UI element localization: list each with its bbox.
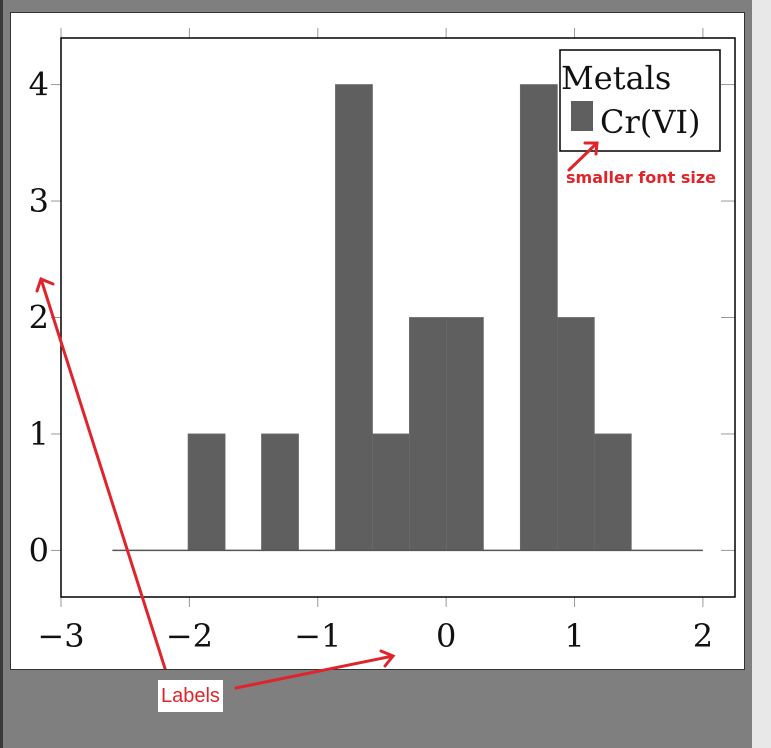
y-tick-label: 1	[29, 415, 49, 453]
y-tick-label: 4	[29, 66, 49, 104]
x-tick-labels: −3 −2 −1 0 1 2	[37, 617, 713, 655]
annotation-smaller-font-size: smaller font size	[566, 168, 716, 187]
annotation-labels: Labels	[158, 680, 223, 712]
chart-canvas: −3 −2 −1 0 1 2 0 1 2 3 4 Metals Cr(VI) smaller fo…	[10, 12, 745, 683]
histogram-bar	[187, 433, 226, 551]
histogram-bar	[445, 317, 484, 551]
histogram-bar	[372, 433, 410, 551]
scrollbar-track[interactable]	[752, 0, 771, 748]
annotation-arrow-legend	[567, 141, 599, 172]
histogram-bar	[593, 433, 632, 551]
tick-marks	[51, 28, 735, 607]
annotation-arrow-y-labels	[35, 276, 171, 683]
histogram-chart: −3 −2 −1 0 1 2 0 1 2 3 4 Metals Cr(VI) smaller fo…	[29, 28, 736, 683]
window-left-edge	[0, 0, 3, 748]
histogram-bars	[187, 84, 632, 551]
y-tick-labels: 0 1 2 3 4	[29, 66, 49, 570]
legend-entry-label: Cr(VI)	[600, 103, 701, 141]
histogram-bar	[335, 84, 373, 551]
x-tick-label: −1	[294, 617, 341, 655]
y-tick-label: 2	[29, 299, 49, 337]
x-tick-label: 1	[564, 617, 584, 655]
legend-title: Metals	[561, 59, 671, 97]
x-tick-label: −3	[37, 617, 84, 655]
histogram-bar	[409, 317, 447, 551]
legend: Metals Cr(VI)	[559, 49, 721, 152]
legend-box	[559, 49, 721, 152]
histogram-bar	[261, 433, 299, 551]
x-tick-label: 2	[693, 617, 713, 655]
legend-swatch	[571, 101, 593, 131]
y-tick-label: 0	[29, 531, 49, 569]
axes-frame	[60, 37, 736, 598]
x-tick-label: −2	[166, 617, 213, 655]
histogram-bar	[519, 84, 558, 551]
y-tick-label: 3	[29, 182, 49, 220]
x-tick-label: 0	[436, 617, 456, 655]
histogram-bar	[556, 317, 595, 551]
